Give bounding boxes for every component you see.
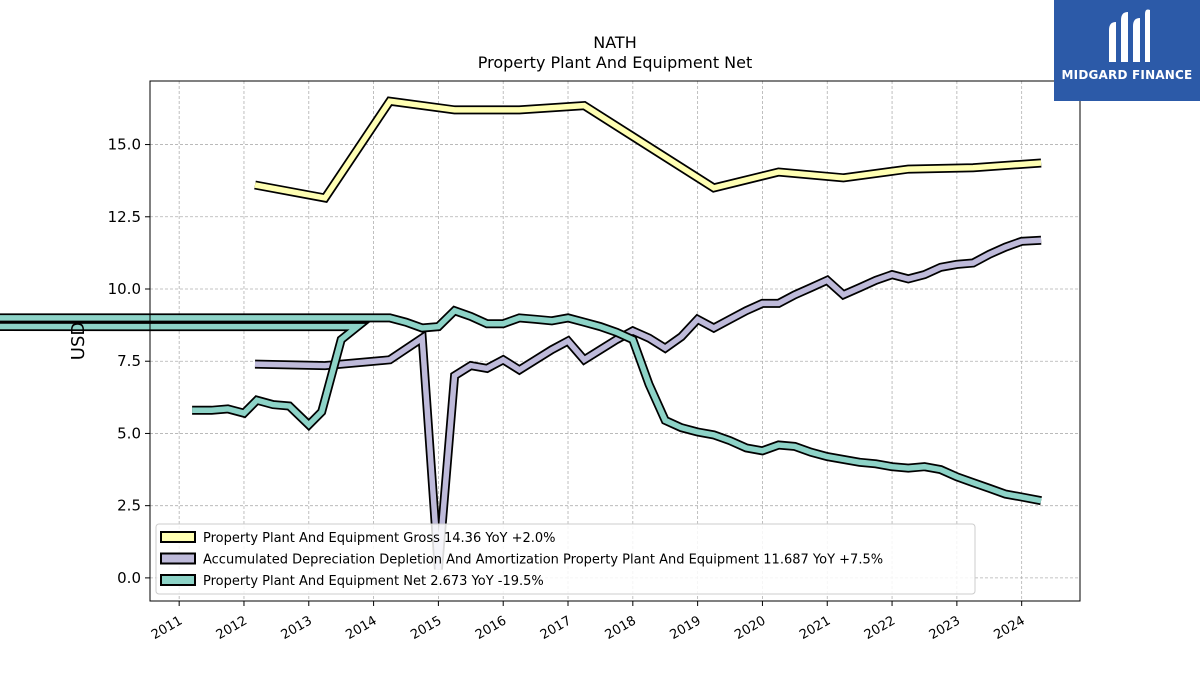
series-layer xyxy=(0,96,1042,570)
y-tick-label: 15.0 xyxy=(108,136,141,154)
y-tick-label: 5.0 xyxy=(117,424,141,442)
brand-logo: MIDGARD FINANCE xyxy=(1054,0,1200,101)
series-line-0 xyxy=(254,98,1042,202)
legend-swatch-2 xyxy=(160,574,196,586)
x-tick-label: 2012 xyxy=(214,613,250,643)
legend-label-2: Property Plant And Equipment Net 2.673 Y… xyxy=(203,574,544,589)
x-tick-label: 2015 xyxy=(408,613,444,643)
chart-subtitle: Property Plant And Equipment Net xyxy=(478,53,753,72)
x-tick-label: 2024 xyxy=(992,613,1028,643)
y-tick-label: 2.5 xyxy=(117,497,141,515)
grid xyxy=(150,81,1080,601)
x-tick-label: 2014 xyxy=(343,613,379,643)
x-tick-label: 2011 xyxy=(149,613,185,643)
x-tick-label: 2016 xyxy=(473,613,509,643)
legend-swatch-0 xyxy=(160,531,196,543)
legend-label-0: Property Plant And Equipment Gross 14.36… xyxy=(203,531,556,546)
series-line-2 xyxy=(0,307,1042,504)
brand-mark-icon xyxy=(1109,9,1150,62)
x-tick-label: 2017 xyxy=(538,613,574,643)
y-tick-label: 10.0 xyxy=(108,280,141,298)
x-tick-label: 2018 xyxy=(603,613,639,643)
chart-title: NATH xyxy=(593,33,636,52)
legend-box xyxy=(155,523,976,595)
x-tick-label: 2020 xyxy=(732,613,768,643)
y-axis: 0.0 2.5 5.0 7.5 10.0 12.5 15.0 xyxy=(108,136,150,587)
legend: Property Plant And Equipment Gross 14.36… xyxy=(155,523,976,595)
y-axis-label: USD xyxy=(68,322,89,360)
series-outline-2 xyxy=(0,305,1042,506)
y-tick-label: 7.5 xyxy=(117,352,141,370)
y-tick-label: 0.0 xyxy=(117,569,141,587)
series-outline-0 xyxy=(254,96,1042,203)
x-tick-label: 2022 xyxy=(862,613,898,643)
plot-frame xyxy=(149,80,1081,602)
x-tick-label: 2013 xyxy=(279,613,315,643)
x-tick-label: 2019 xyxy=(667,613,703,643)
series-line-1 xyxy=(254,237,1042,570)
legend-swatch-1 xyxy=(160,552,196,565)
y-tick-label: 12.5 xyxy=(108,208,141,226)
x-tick-label: 2021 xyxy=(797,613,833,643)
x-tick-label: 2023 xyxy=(927,613,963,643)
legend-label-1: Accumulated Depreciation Depletion And A… xyxy=(203,553,883,568)
brand-name: MIDGARD FINANCE xyxy=(1061,68,1193,82)
x-axis: 2011 2012 2013 2014 2015 2016 2017 2018 2019 2020… xyxy=(149,601,1028,643)
series-outline-1 xyxy=(254,235,1042,570)
